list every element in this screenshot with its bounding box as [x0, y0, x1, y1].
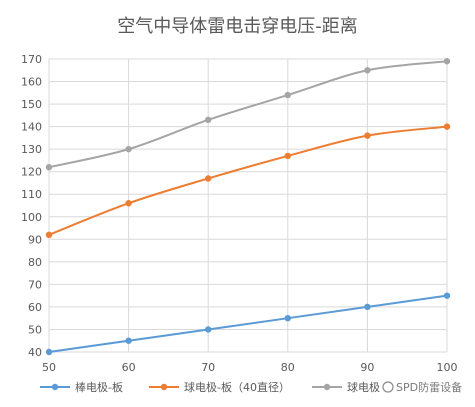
data-point [205, 116, 212, 124]
y-tick-label: 60 [28, 301, 42, 314]
legend-marker [51, 383, 59, 391]
y-tick-label: 110 [21, 188, 42, 201]
y-tick-label: 130 [21, 143, 42, 156]
series-line-2 [48, 125, 448, 236]
data-point [45, 231, 53, 238]
y-tick-label: 90 [28, 233, 42, 246]
data-point [45, 163, 53, 171]
legend-label: 球电极 [347, 380, 380, 394]
data-point [443, 58, 451, 65]
y-tick-label: 80 [28, 256, 42, 269]
x-tick-label: 70 [201, 361, 215, 374]
x-tick-label: 100 [437, 361, 458, 374]
data-point [205, 326, 212, 333]
series-line-1 [48, 294, 448, 353]
data-point [443, 292, 451, 299]
data-point [364, 132, 371, 139]
data-point [284, 91, 291, 99]
watermark-text: SPD防雷设备 [396, 380, 462, 394]
wechat-icon [382, 381, 394, 393]
legend-marker [323, 383, 331, 391]
x-tick-label: 60 [122, 361, 136, 374]
y-tick-label: 50 [28, 323, 42, 336]
x-tick-label: 50 [42, 361, 56, 374]
data-point [125, 145, 132, 153]
data-point [125, 337, 132, 344]
y-tick-label: 150 [21, 98, 42, 111]
data-point [125, 200, 132, 207]
y-tick-label: 170 [21, 53, 42, 66]
y-tick-label: 140 [21, 121, 42, 134]
y-tick-label: 100 [21, 211, 42, 224]
watermark-background [383, 377, 471, 397]
data-point [45, 348, 53, 356]
data-point [364, 67, 371, 74]
y-tick-label: 160 [21, 76, 42, 89]
data-point [205, 175, 212, 182]
y-tick-label: 120 [21, 166, 42, 179]
y-tick-label: 70 [28, 278, 42, 291]
data-point [284, 152, 291, 160]
x-tick-label: 80 [281, 361, 295, 374]
series-line-3 [48, 60, 448, 169]
chart-title: 空气中导体雷电击穿电压-距离 [117, 16, 358, 37]
legend-label: 棒电极-板 [75, 380, 123, 394]
legend-label: 球电极-板（40直径） [184, 380, 290, 394]
x-tick-label: 90 [360, 361, 374, 374]
legend-marker [160, 383, 168, 391]
data-point [443, 123, 451, 130]
data-point [284, 314, 291, 322]
y-tick-label: 40 [28, 346, 42, 359]
data-point [364, 303, 371, 311]
